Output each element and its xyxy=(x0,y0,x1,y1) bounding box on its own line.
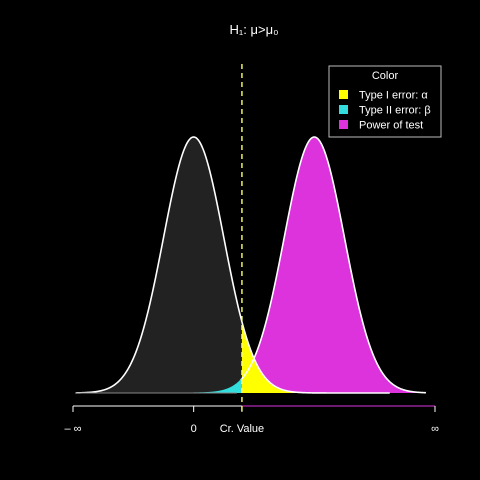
legend-swatch xyxy=(339,120,348,129)
null-distribution-area xyxy=(76,137,390,393)
chart-areas xyxy=(76,137,426,393)
chart-title: H₁: μ>μ₀ xyxy=(230,22,279,37)
legend-title: Color xyxy=(372,70,399,82)
legend-entry: Power of test xyxy=(359,120,423,132)
legend-swatch xyxy=(339,105,348,114)
legend-entry: Type II error: β xyxy=(359,105,431,117)
type-i-error-region xyxy=(241,321,315,393)
x-tick-label: ∞ xyxy=(431,423,439,435)
x-tick-label: Cr. Value xyxy=(220,423,264,435)
null-distribution-curve xyxy=(76,136,390,394)
x-tick-label: 0 xyxy=(191,423,197,435)
type-ii-error-region xyxy=(193,378,242,393)
x-axis: – ∞ 0 Cr. Value ∞ xyxy=(64,405,439,435)
chart-curves xyxy=(75,136,426,394)
legend: Color Type I error: α Type II error: β Powe… xyxy=(328,65,442,138)
x-tick-label: – ∞ xyxy=(64,423,81,435)
legend-entry: Type I error: α xyxy=(359,90,428,102)
power-region xyxy=(241,137,426,393)
alt-distribution-curve xyxy=(239,136,426,394)
legend-swatch xyxy=(339,90,348,99)
